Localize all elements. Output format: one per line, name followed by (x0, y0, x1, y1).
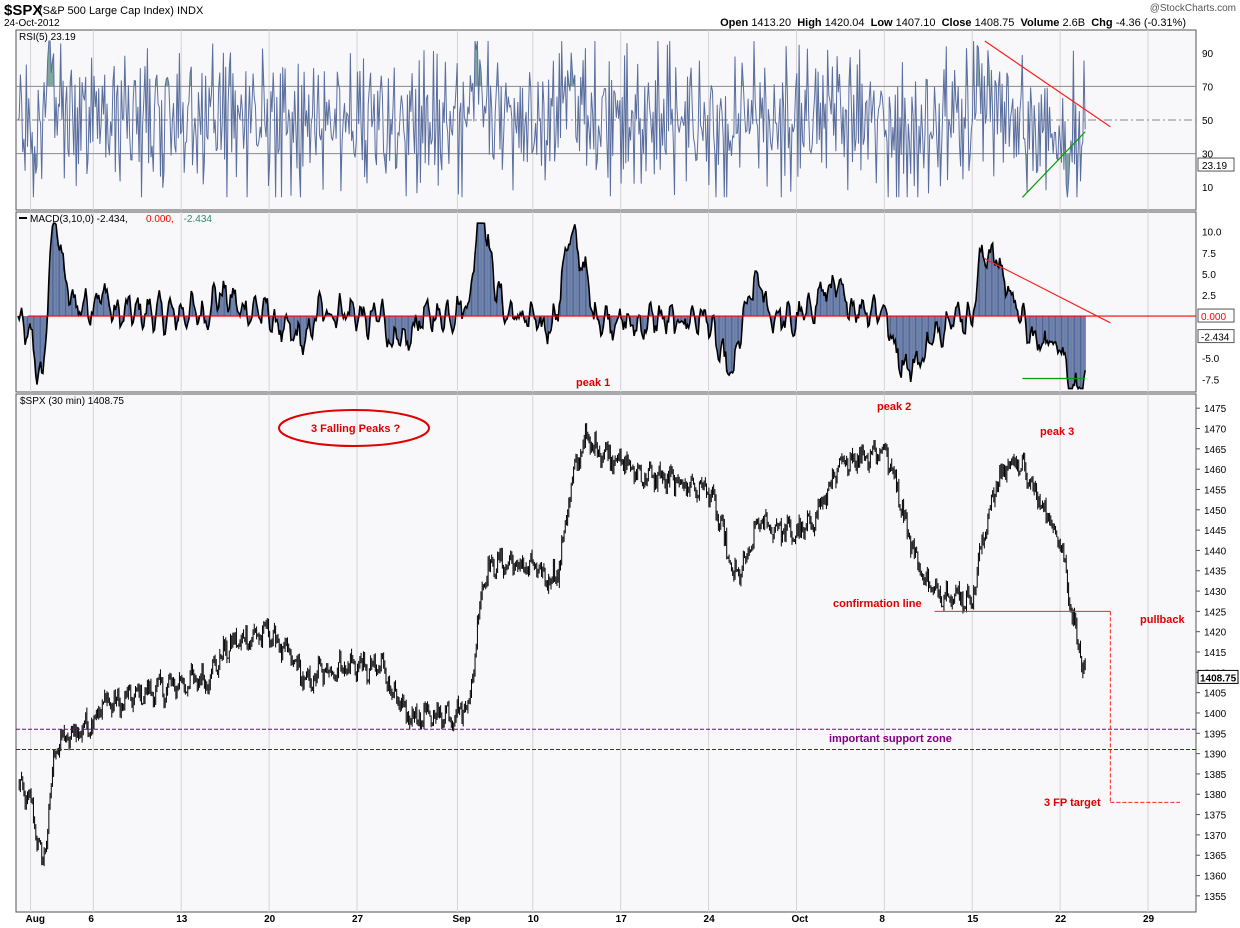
price-tick-label: 1400 (1204, 709, 1227, 720)
rsi-trend-upper (984, 40, 1111, 128)
ohlc-readout: Open 1413.20 High 1420.04 Low 1407.10 Cl… (720, 17, 1186, 29)
rsi-trend-lower (1022, 131, 1086, 198)
annotation-peak-2: peak 2 (877, 401, 911, 413)
x-tick-label: 20 (264, 914, 276, 925)
rsi-last-value: 23.19 (1202, 161, 1227, 172)
macd-legend-item: -2.434 (184, 214, 213, 225)
x-tick-label: 22 (1055, 914, 1067, 925)
high-value: 1420.04 (824, 17, 865, 29)
close-value: 1408.75 (974, 17, 1015, 29)
rsi-title: RSI(5) 23.19 (19, 32, 76, 43)
price-tick-label: 1465 (1204, 445, 1227, 456)
macd-last-value: -2.434 (1201, 333, 1230, 344)
macd-tick-label: 7.5 (1202, 249, 1216, 260)
macd-zero-box (1197, 308, 1235, 323)
rsi-last-value-box (1197, 157, 1235, 172)
macd-tick-label: 5.0 (1202, 270, 1216, 281)
price-tick-label: 1365 (1204, 851, 1227, 862)
open-value: 1413.20 (751, 17, 792, 29)
price-last-value: 1408.75 (1200, 673, 1237, 684)
annotation-peak-3: peak 3 (1040, 426, 1074, 438)
macd-last-box (1197, 329, 1235, 344)
price-tick-label: 1420 (1204, 628, 1227, 639)
index-name: (S&P 500 Large Cap Index) INDX (39, 5, 204, 17)
x-tick-label: 6 (88, 914, 94, 925)
chart-date: 24-Oct-2012 (4, 18, 60, 29)
x-tick-label: 10 (528, 914, 540, 925)
price-tick-label: 1360 (1204, 872, 1227, 883)
rsi-tick-label: 30 (1202, 150, 1214, 161)
price-tick-label: 1390 (1204, 750, 1227, 761)
macd-line (17, 222, 1086, 391)
chart-header: $SPX (S&P 500 Large Cap Index) INDX 24-O… (0, 0, 1240, 32)
price-tick-label: 1355 (1204, 892, 1227, 903)
price-tick-label: 1455 (1204, 485, 1227, 496)
price-tick-label: 1470 (1204, 425, 1227, 436)
price-tick-label: 1395 (1204, 729, 1227, 740)
close-label: Close (941, 17, 972, 29)
annotation-support-zone: important support zone (829, 733, 952, 745)
macd-tick-label: -7.5 (1202, 375, 1220, 386)
change-value: -4.36 (-0.31%) (1115, 17, 1186, 29)
price-tick-label: 1370 (1204, 831, 1227, 842)
low-label: Low (870, 17, 893, 29)
open-label: Open (720, 17, 749, 29)
macd-legend-item: 0.000, (146, 214, 174, 225)
change-label: Chg (1091, 17, 1113, 29)
high-label: High (797, 17, 822, 29)
volume-label: Volume (1020, 17, 1060, 29)
price-title: $SPX (30 min) 1408.75 (20, 396, 124, 407)
price-tick-label: 1450 (1204, 506, 1227, 517)
price-tick-label: 1435 (1204, 567, 1227, 578)
volume-value: 2.6B (1062, 17, 1086, 29)
rsi-line (17, 40, 1086, 198)
price-tick-label: 1415 (1204, 648, 1227, 659)
rsi-tick-label: 70 (1202, 82, 1214, 93)
rsi-tick-label: 50 (1202, 116, 1214, 127)
macd-tick-label: 10.0 (1202, 228, 1222, 239)
price-tick-label: 1425 (1204, 607, 1227, 618)
x-tick-label: 8 (879, 914, 885, 925)
macd-legend-item: MACD(3,10,0) -2.434, (30, 214, 128, 225)
price-tick-label: 1430 (1204, 587, 1227, 598)
x-tick-label: Sep (452, 914, 470, 925)
annotation-pullback: pullback (1140, 614, 1186, 626)
x-tick-label: 17 (616, 914, 628, 925)
price-tick-label: 1405 (1204, 689, 1227, 700)
low-value: 1407.10 (895, 17, 936, 29)
annotation-fp-target: 3 FP target (1044, 797, 1101, 809)
price-tick-label: 1460 (1204, 465, 1227, 476)
symbol-label: $SPX (4, 2, 43, 19)
price-tick-label: 1385 (1204, 770, 1227, 781)
rsi-tick-label: 10 (1202, 183, 1214, 194)
price-tick-label: 1375 (1204, 811, 1227, 822)
annotation-confirmation: confirmation line (833, 598, 922, 610)
macd-tick-label: 2.5 (1202, 291, 1216, 302)
annotation-falling-peaks: 3 Falling Peaks ? (311, 423, 401, 435)
x-tick-label: 29 (1143, 914, 1155, 925)
brand-logo: @StockCharts.com (1149, 3, 1236, 14)
x-tick-label: 24 (704, 914, 716, 925)
price-tick-label: 1445 (1204, 526, 1227, 537)
falling-peaks-ellipse (278, 409, 430, 447)
rsi-tick-label: 90 (1202, 49, 1214, 60)
x-tick-label: Aug (26, 914, 45, 925)
price-tick-label: 1475 (1204, 404, 1227, 415)
macd-trend-upper (984, 258, 1111, 324)
price-tick-label: 1440 (1204, 546, 1227, 557)
price-last-box (1197, 669, 1239, 684)
macd-tick-label: -5.0 (1202, 354, 1220, 365)
macd-zero-value: 0.000 (1201, 312, 1226, 323)
annotation-peak-1: peak 1 (576, 377, 610, 389)
x-tick-label: 13 (176, 914, 188, 925)
x-tick-label: Oct (791, 914, 808, 925)
x-tick-label: 15 (967, 914, 979, 925)
x-tick-label: 27 (352, 914, 364, 925)
price-tick-label: 1380 (1204, 790, 1227, 801)
